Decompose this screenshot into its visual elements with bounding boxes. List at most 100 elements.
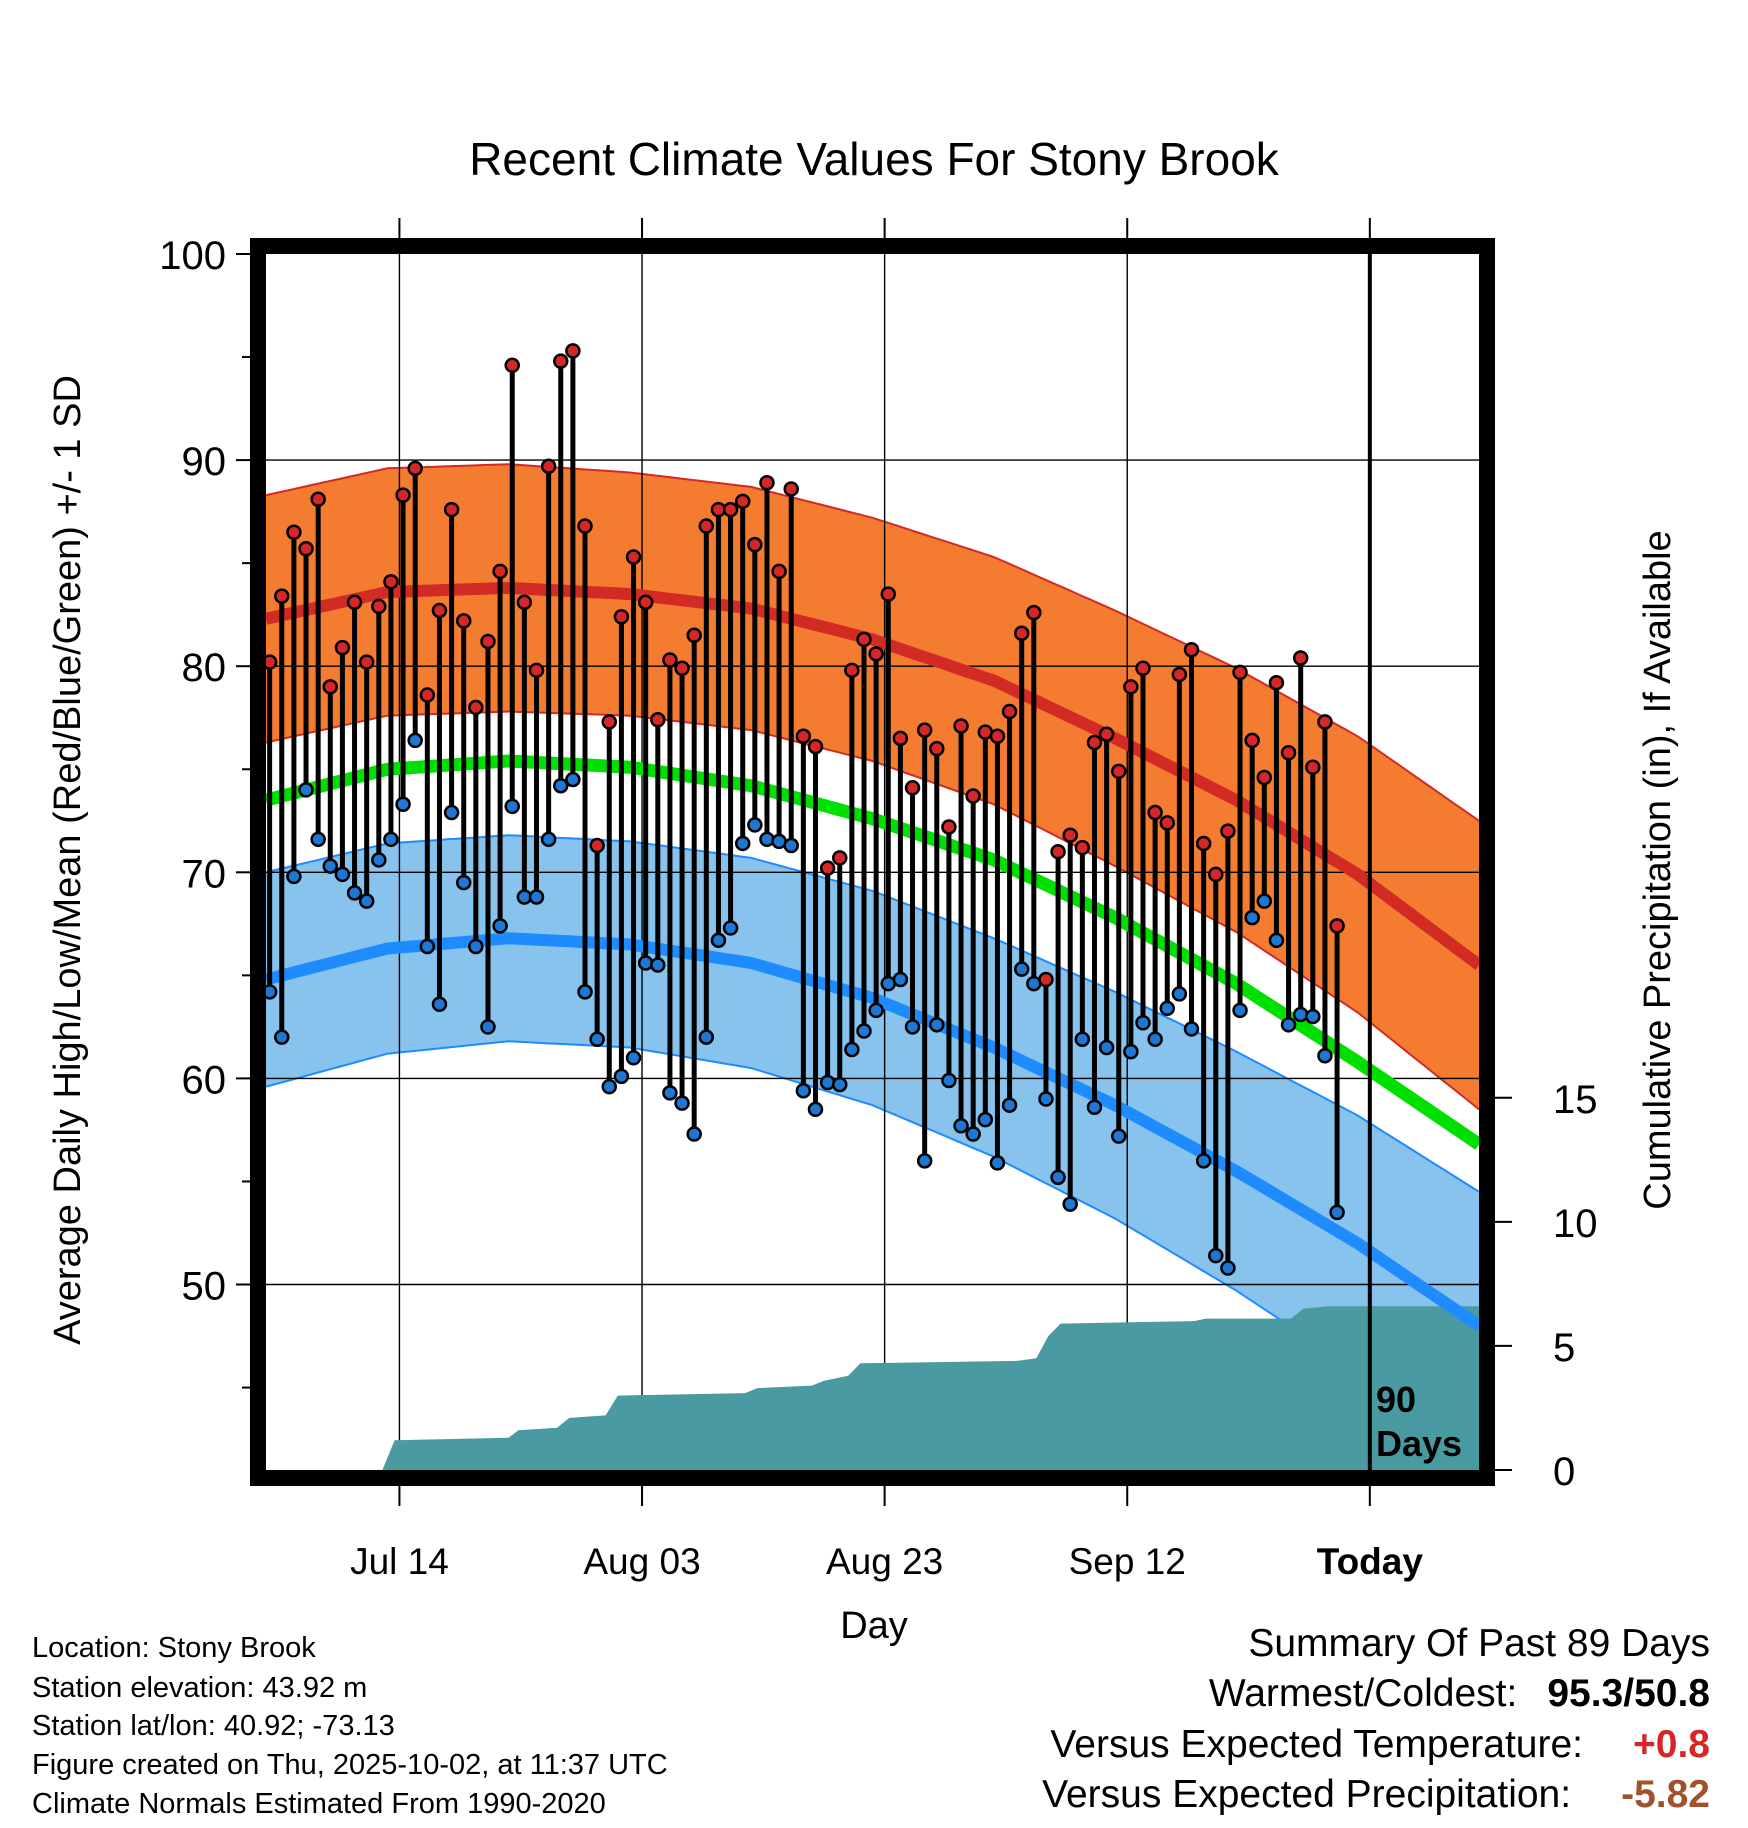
high-point-81	[1244, 732, 1260, 749]
high-point-9	[371, 598, 387, 615]
high-point-17	[468, 699, 484, 716]
high-point-29	[613, 608, 630, 625]
low-point-54	[916, 1153, 933, 1169]
low-point-40	[747, 817, 763, 833]
high-point-77	[1195, 835, 1212, 852]
y-tick-label-70: 70	[182, 852, 227, 896]
high-point-38	[722, 501, 739, 518]
info-location: Location: Stony Brook	[32, 1632, 316, 1664]
low-point-70	[1110, 1128, 1127, 1144]
high-point-67	[1074, 839, 1091, 856]
low-point-73	[1147, 1031, 1163, 1047]
high-point-72	[1135, 660, 1151, 677]
low-band-lower-edge	[266, 1040, 1479, 1461]
high-point-82	[1256, 769, 1273, 786]
low-point-22	[528, 889, 545, 905]
low-point-27	[589, 1031, 605, 1047]
high-point-32	[650, 712, 666, 728]
low-point-5	[322, 858, 339, 874]
low-point-58	[965, 1126, 981, 1142]
high-point-61	[1001, 703, 1018, 720]
high-point-2	[286, 524, 302, 540]
summary-heading: Summary Of Past 89 Days	[1248, 1622, 1710, 1665]
high-point-35	[686, 627, 702, 644]
low-point-23	[540, 831, 557, 848]
high-point-4	[310, 491, 326, 508]
low-point-30	[625, 1050, 642, 1066]
high-point-64	[1038, 971, 1054, 988]
low-point-39	[734, 835, 751, 852]
high-point-12	[407, 460, 423, 477]
low-point-50	[868, 1002, 884, 1019]
low-point-29	[613, 1068, 630, 1085]
high-point-65	[1050, 843, 1066, 860]
y-tick-label-50: 50	[182, 1265, 227, 1309]
summary-warm-cold-label: Warmest/Coldest:	[1208, 1672, 1518, 1715]
low-point-25	[565, 771, 581, 788]
low-point-31	[637, 955, 654, 971]
high-point-85	[1292, 650, 1309, 666]
high-point-78	[1208, 866, 1224, 883]
low-point-84	[1280, 1017, 1297, 1033]
low-point-2	[286, 868, 302, 885]
high-point-8	[358, 654, 375, 670]
high-point-88	[1329, 918, 1345, 934]
y-tick-label-90: 90	[182, 440, 227, 484]
high-point-75	[1171, 666, 1188, 683]
high-point-68	[1086, 734, 1103, 751]
low-point-37	[710, 932, 727, 949]
low-point-26	[577, 984, 593, 1000]
high-point-0	[266, 654, 278, 670]
high-point-40	[747, 536, 763, 553]
y2-tick-label-5: 5	[1553, 1326, 1575, 1370]
low-point-75	[1171, 986, 1188, 1002]
high-point-19	[492, 563, 508, 580]
summary-temp-label: Versus Expected Temperature:	[1050, 1723, 1583, 1766]
high-point-76	[1183, 641, 1200, 658]
low-point-79	[1220, 1260, 1236, 1276]
high-point-20	[504, 357, 520, 374]
info-created: Figure created on Thu, 2025-10-02, at 11…	[32, 1749, 668, 1781]
high-point-28	[601, 714, 618, 730]
low-point-68	[1086, 1099, 1103, 1116]
high-point-41	[759, 475, 775, 491]
summary-warm-cold: Warmest/Coldest: 95.3/50.8	[1209, 1672, 1710, 1716]
low-point-41	[759, 831, 775, 848]
plot-frame	[250, 238, 1495, 1486]
high-point-23	[540, 458, 557, 475]
high-point-43	[783, 481, 799, 497]
x-tick-label-31: Aug 03	[583, 1541, 700, 1582]
mean-normal-line	[266, 754, 1479, 1150]
high-point-18	[480, 633, 496, 650]
summary-coldest: 50.8	[1634, 1672, 1710, 1715]
y-tick-label-80: 80	[182, 646, 227, 690]
high-point-47	[831, 850, 848, 866]
high-point-69	[1098, 726, 1115, 742]
high-point-22	[528, 662, 545, 679]
high-point-36	[698, 518, 715, 534]
high-point-55	[929, 740, 945, 757]
high-point-42	[771, 563, 787, 580]
low-point-46	[819, 1074, 836, 1091]
today-annotation-line1: 90	[1376, 1379, 1416, 1420]
high-point-57	[953, 718, 969, 734]
low-point-12	[407, 732, 423, 749]
low-point-7	[346, 885, 363, 901]
low-point-76	[1183, 1021, 1200, 1037]
high-point-51	[880, 586, 897, 602]
low-point-52	[892, 971, 909, 988]
summary-temp-value: +0.8	[1633, 1723, 1710, 1766]
precipitation-area	[266, 1306, 1479, 1470]
low-point-64	[1038, 1091, 1054, 1107]
high-point-80	[1232, 664, 1248, 681]
high-band-lower-edge	[266, 710, 1479, 1111]
low-point-32	[650, 957, 666, 973]
low-point-11	[395, 796, 411, 813]
high-point-30	[625, 549, 642, 565]
high-point-24	[553, 353, 569, 369]
low-point-60	[989, 1155, 1006, 1171]
high-point-83	[1268, 674, 1285, 691]
low-point-48	[844, 1041, 860, 1058]
low-point-10	[383, 831, 399, 848]
low-point-13	[419, 938, 436, 955]
